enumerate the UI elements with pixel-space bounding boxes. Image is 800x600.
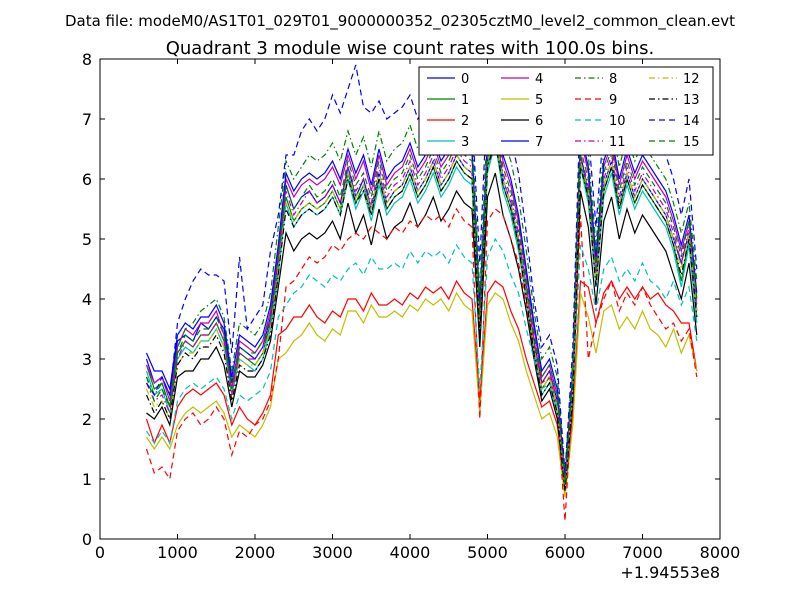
legend-label-11: 11 [609,135,626,150]
x-tick-label: 4000 [390,543,431,562]
series-line-13 [145,142,698,492]
legend-label-9: 9 [609,93,617,108]
series-line-5 [145,291,698,498]
chart-title: Quadrant 3 module wise count rates with … [166,38,655,59]
y-tick-label: 4 [82,290,92,309]
x-tick-label: 2000 [235,543,276,562]
x-tick-label: 3000 [312,543,353,562]
x-tick-label: 6000 [545,543,586,562]
legend-label-6: 6 [535,114,543,129]
series-line-12 [145,136,698,492]
x-tick-label: 1000 [157,543,198,562]
series-line-10 [145,237,698,486]
legend-label-8: 8 [609,72,617,87]
legend-label-13: 13 [683,93,700,108]
legend-label-14: 14 [683,114,700,129]
x-tick-label: 7000 [622,543,663,562]
legend-label-1: 1 [461,93,469,108]
legend-label-5: 5 [535,93,543,108]
legend-box [418,66,714,156]
x-tick-label: 8000 [700,543,741,562]
legend-label-3: 3 [461,135,469,150]
legend-label-0: 0 [461,72,469,87]
series-line-2 [145,279,698,492]
y-tick-label: 7 [82,110,92,129]
y-tick-label: 3 [82,350,92,369]
series-line-11 [145,130,698,486]
figure-suptitle: Data file: modeM0/AS1T01_029T01_90000003… [65,12,735,31]
series-line-7 [145,106,698,480]
y-tick-label: 5 [82,230,92,249]
series-line-3 [145,142,698,492]
legend-label-4: 4 [535,72,543,87]
x-tick-label: 5000 [467,543,508,562]
y-tick-label: 8 [82,50,92,69]
y-tick-label: 2 [82,410,92,429]
y-tick-label: 0 [82,530,92,549]
legend-label-7: 7 [535,135,543,150]
series-line-4 [145,112,698,486]
axis-ticks: 0 1000 2000 3000 4000 5000 6000 7000 80000123456… [82,50,741,562]
series-line-15 [145,124,698,486]
y-tick-label: 1 [82,470,92,489]
x-offset-label: +1.94553e8 [620,563,720,582]
series-line-9 [145,207,698,522]
legend-label-2: 2 [461,114,469,129]
legend-label-15: 15 [683,135,700,150]
y-tick-label: 6 [82,170,92,189]
legend-label-10: 10 [609,114,626,129]
legend-label-12: 12 [683,72,700,87]
x-tick-label: 0 [95,543,105,562]
